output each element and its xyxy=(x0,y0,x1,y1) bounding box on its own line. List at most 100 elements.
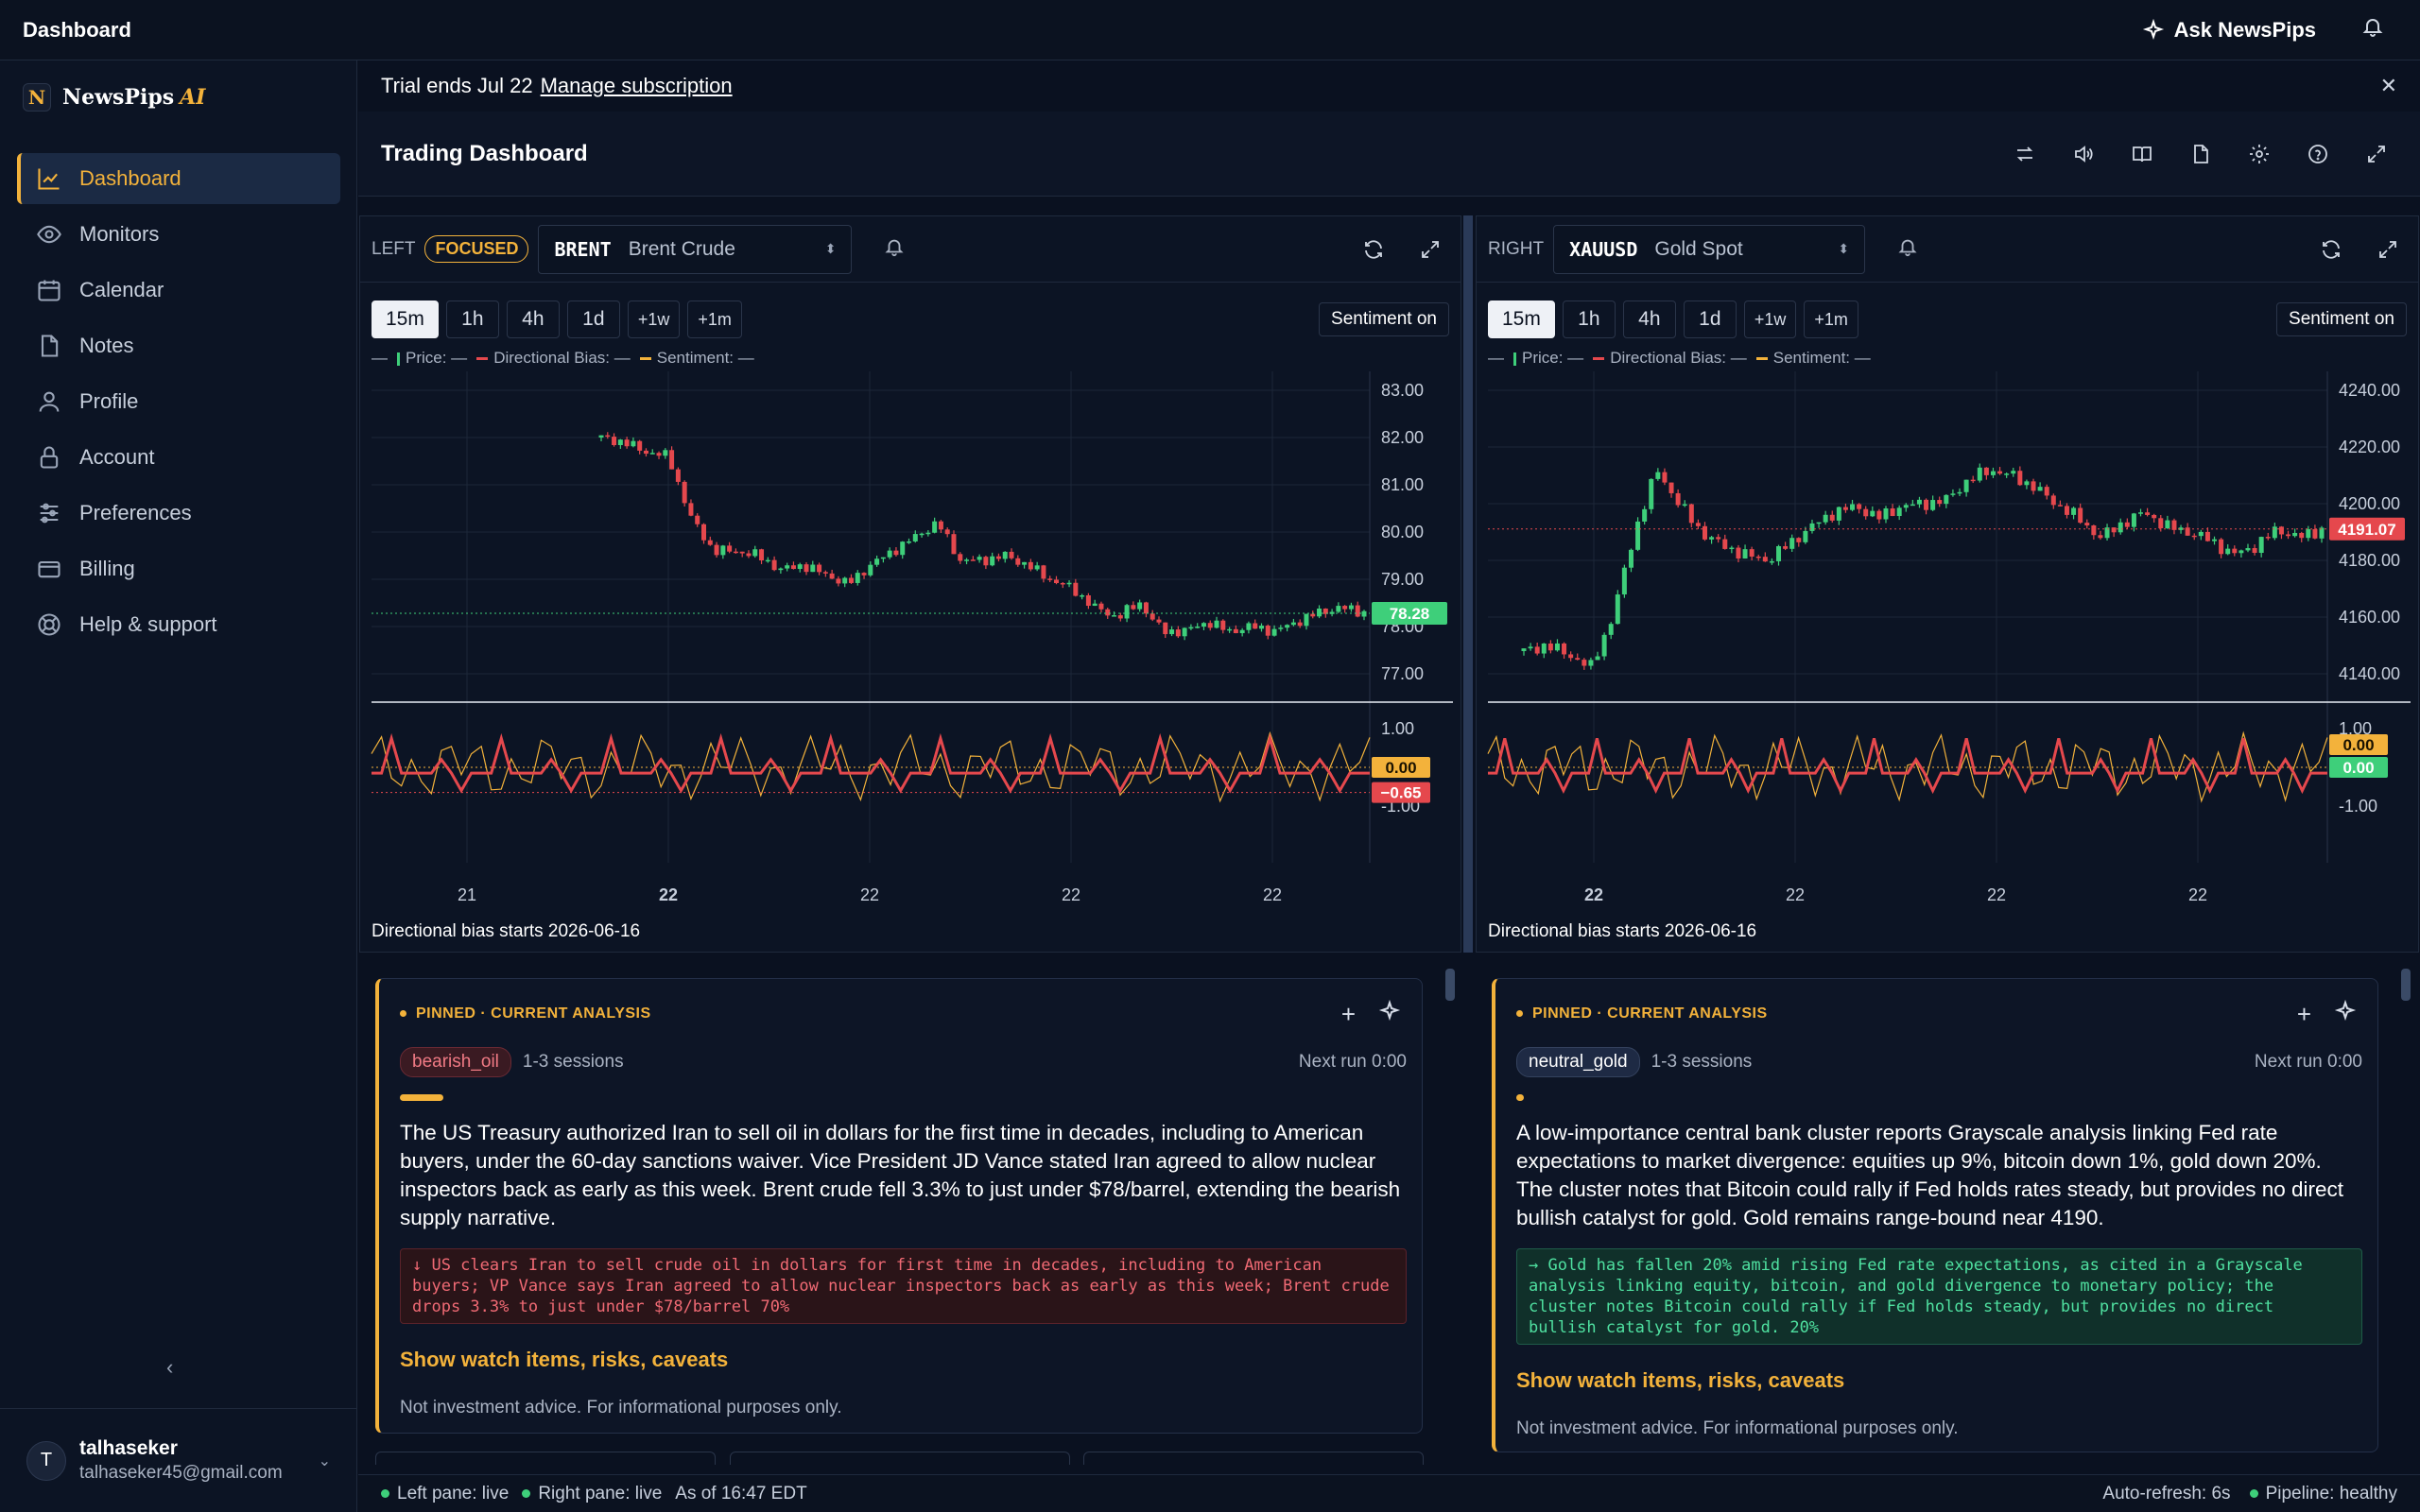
candle-body xyxy=(958,554,963,561)
status-dot xyxy=(2249,1488,2258,1498)
close-icon[interactable]: ✕ xyxy=(2379,74,2397,97)
sidebar-item-dashboard[interactable]: Dashboard xyxy=(17,153,340,204)
bias-value-label: 0.00 xyxy=(2342,736,2374,754)
timeframe-15m[interactable]: 15m xyxy=(1488,301,1555,338)
symbol-select[interactable]: XAUUSD Gold Spot ⬍ xyxy=(1553,224,1866,274)
pane-resizer[interactable] xyxy=(1463,215,1473,953)
timeframe-15m[interactable]: 15m xyxy=(372,301,439,338)
help-icon[interactable] xyxy=(2307,143,2329,165)
refresh-icon[interactable] xyxy=(2320,238,2342,261)
headline-quote: → Gold has fallen 20% amid rising Fed ra… xyxy=(1516,1248,2362,1345)
candle-body xyxy=(2084,523,2090,526)
timeframe-4h[interactable]: 4h xyxy=(506,301,560,338)
ask-newspips-button[interactable]: Ask NewsPips xyxy=(2142,18,2316,43)
plus-icon[interactable]: + xyxy=(1340,1000,1356,1028)
chevron-down-icon: ⌄ xyxy=(318,1452,331,1469)
collapse-sidebar-button[interactable]: ‹ xyxy=(166,1355,173,1380)
bell-icon[interactable] xyxy=(1897,236,1918,263)
refresh-icon[interactable] xyxy=(1362,238,1385,261)
sidebar-item-calendar[interactable]: Calendar xyxy=(17,265,340,316)
bell-icon[interactable] xyxy=(884,236,905,263)
timeframe-1d[interactable]: 1d xyxy=(1683,301,1737,338)
candle-body xyxy=(1297,622,1303,627)
candle-body xyxy=(1990,471,1996,475)
scrollbar-thumb[interactable] xyxy=(1445,969,1455,1001)
analysis-text: The US Treasury authorized Iran to sell … xyxy=(400,1121,1401,1229)
candle-body xyxy=(1850,504,1856,510)
pipeline-status: Pipeline: healthy xyxy=(2249,1484,2397,1504)
brand-logo[interactable]: N NewsPips AI xyxy=(23,83,205,112)
sentiment-toggle[interactable]: Sentiment on xyxy=(1319,302,1449,336)
swap-icon[interactable] xyxy=(2014,143,2036,165)
bias-value-badge xyxy=(1372,757,1430,778)
candle-body xyxy=(637,440,643,451)
sidebar-item-account[interactable]: Account xyxy=(17,432,340,483)
candle-body xyxy=(804,564,809,573)
left-pane: LEFT FOCUSED BRENT Brent Crude ⬍ 15m 1h … xyxy=(359,215,1461,953)
symbol-select[interactable]: BRENT Brent Crude ⬍ xyxy=(538,224,853,274)
timeframe-1h[interactable]: 1h xyxy=(1562,301,1616,338)
timeframe-1m[interactable]: +1m xyxy=(1804,301,1858,338)
manage-subscription-link[interactable]: Manage subscription xyxy=(540,74,733,97)
sparkle-icon[interactable] xyxy=(1378,1000,1401,1022)
candle-body xyxy=(1285,625,1290,628)
sidebar-item-billing[interactable]: Billing xyxy=(17,543,340,594)
user-menu[interactable]: T talhaseker talhaseker45@gmail.com ⌄ xyxy=(0,1408,357,1512)
candle-body xyxy=(1022,561,1028,565)
candle-body xyxy=(695,515,700,524)
candle-body xyxy=(817,564,822,573)
lock-icon xyxy=(40,446,59,469)
user-icon xyxy=(39,391,60,412)
timeframe-1w[interactable]: +1w xyxy=(627,301,681,338)
dashboard-toolbar xyxy=(2014,143,2388,165)
sidebar-item-profile[interactable]: Profile xyxy=(17,376,340,427)
bias-value-badge xyxy=(2329,734,2388,755)
candle-body xyxy=(1336,606,1341,612)
sentiment-line xyxy=(1487,730,2328,803)
candle-body xyxy=(1053,579,1059,583)
show-watch-items-link[interactable]: Show watch items, risks, caveats xyxy=(400,1348,729,1371)
sidebar-item-notes[interactable]: Notes xyxy=(17,320,340,371)
timeframe-1h[interactable]: 1h xyxy=(445,301,499,338)
brand-name: NewsPips AI xyxy=(62,85,206,110)
timeframe-1m[interactable]: +1m xyxy=(687,301,742,338)
document-icon[interactable] xyxy=(2189,143,2212,165)
expand-icon[interactable] xyxy=(1419,238,1442,261)
sentiment-toggle[interactable]: Sentiment on xyxy=(2276,302,2407,336)
candle-body xyxy=(1521,648,1527,651)
bell-icon[interactable] xyxy=(2361,15,2384,44)
next-run-label: Next run 0:00 xyxy=(1298,1052,1407,1072)
candle-body xyxy=(1789,538,1795,549)
candle-body xyxy=(964,559,970,561)
candle-body xyxy=(810,564,816,573)
expand-icon[interactable] xyxy=(2365,143,2388,165)
expand-icon[interactable] xyxy=(2377,238,2399,261)
pane-side-label: RIGHT xyxy=(1488,238,1545,259)
volume-icon[interactable] xyxy=(2072,143,2095,165)
disclaimer: Not investment advice. For informational… xyxy=(1516,1418,1959,1438)
candle-body xyxy=(1188,627,1194,629)
candle-body xyxy=(2252,547,2257,554)
candle-body xyxy=(1688,504,1694,524)
price-chart[interactable]: 21 22 22 22 2283.0082.0081.0080.0079.0078.00… xyxy=(360,371,1461,919)
symbol-name: Brent Crude xyxy=(628,237,735,260)
next-run-label: Next run 0:00 xyxy=(2254,1052,2362,1072)
timeframe-1d[interactable]: 1d xyxy=(566,301,620,338)
book-icon[interactable] xyxy=(2131,143,2153,165)
timeframe-4h[interactable]: 4h xyxy=(1622,301,1676,338)
avatar: T xyxy=(26,1440,66,1481)
sentiment-line xyxy=(371,730,1371,803)
price-chart[interactable]: 22 22 22 22 4240.00 4220.00 4200.00 4180.00 4160… xyxy=(1477,371,2418,919)
sparkle-icon[interactable] xyxy=(2334,1000,2357,1022)
scrollbar-thumb[interactable] xyxy=(2401,969,2411,1001)
gear-icon[interactable] xyxy=(2248,143,2271,165)
candle-body xyxy=(1890,508,1895,517)
sidebar-item-help[interactable]: Help & support xyxy=(17,599,340,650)
show-watch-items-link[interactable]: Show watch items, risks, caveats xyxy=(1516,1368,1845,1392)
plus-icon[interactable]: + xyxy=(2296,1000,2311,1028)
timeframe-1w[interactable]: +1w xyxy=(1743,301,1797,338)
sidebar-item-preferences[interactable]: Preferences xyxy=(17,488,340,539)
candle-body xyxy=(1117,615,1123,619)
candle-body xyxy=(1668,482,1674,493)
sidebar-item-monitors[interactable]: Monitors xyxy=(17,209,340,260)
